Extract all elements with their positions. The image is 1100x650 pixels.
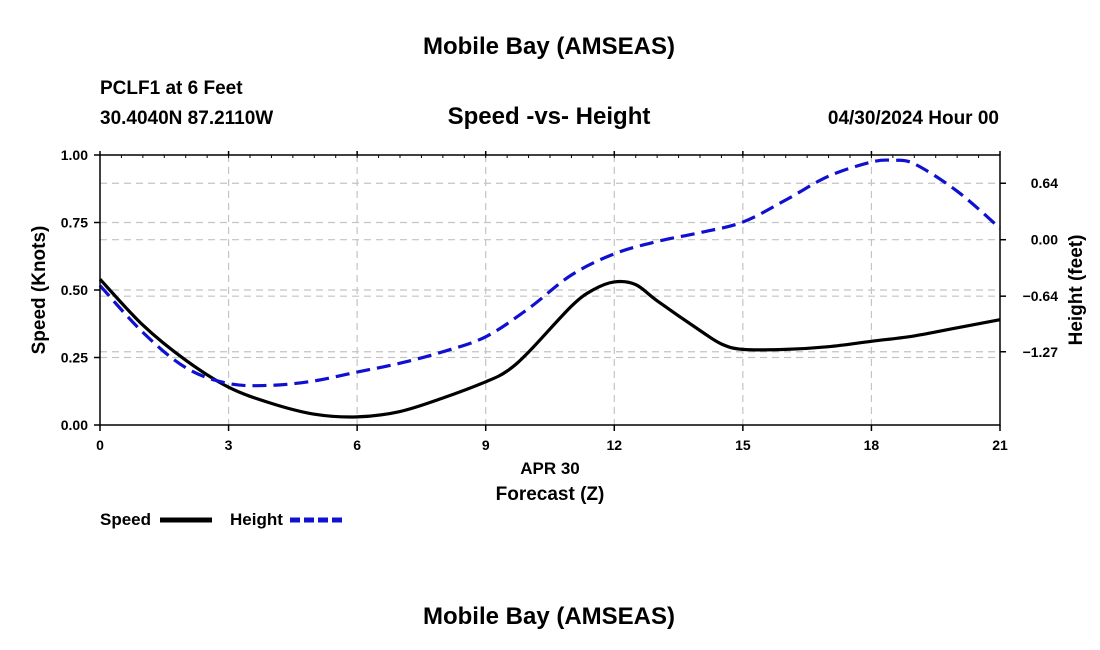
forecast-timestamp: 04/30/2024 Hour 00 xyxy=(828,108,999,129)
y-left-tick-label: 0.75 xyxy=(61,215,88,231)
location-label: 30.4040N 87.2110W xyxy=(100,108,273,129)
series-line-speed xyxy=(98,278,1001,419)
x-axis-date-label: APR 30 xyxy=(520,459,580,478)
legend-label-speed: Speed xyxy=(100,510,151,529)
footer-title: Mobile Bay (AMSEAS) xyxy=(423,603,675,630)
x-tick-label: 0 xyxy=(96,437,104,453)
chart-subtitle: Speed -vs- Height xyxy=(448,103,651,130)
x-tick-label: 18 xyxy=(864,437,880,453)
y-left-tick-label: 0.50 xyxy=(61,282,88,298)
series-layer xyxy=(98,158,1002,419)
x-tick-label: 12 xyxy=(606,437,622,453)
y-axis-right-label: Height (feet) xyxy=(1066,235,1087,346)
y-axis-left-label: Speed (Knots) xyxy=(29,226,50,355)
grid-lines xyxy=(100,155,1000,425)
x-tick-label: 15 xyxy=(735,437,751,453)
x-tick-label: 3 xyxy=(225,437,233,453)
x-tick-label: 21 xyxy=(992,437,1008,453)
series-line-height xyxy=(98,158,1002,388)
y-left-tick-label: 1.00 xyxy=(61,147,88,163)
y-right-tick-label: 0.64 xyxy=(1031,175,1058,191)
y-right-tick-label: −0.64 xyxy=(1023,288,1059,304)
y-right-tick-label: −1.27 xyxy=(1023,344,1059,360)
y-left-tick-label: 0.00 xyxy=(61,417,88,433)
chart-title: Mobile Bay (AMSEAS) xyxy=(423,33,675,60)
legend-label-height: Height xyxy=(230,510,283,529)
station-label: PCLF1 at 6 Feet xyxy=(100,78,243,99)
x-tick-label: 6 xyxy=(353,437,361,453)
legend: Speed Height xyxy=(100,510,342,529)
tick-marks xyxy=(94,151,1006,431)
y-right-tick-label: 0.00 xyxy=(1031,232,1058,248)
tick-labels: 0 3 6 9 12 15 18 21 0.00 0.25 0.50 0.75 1.00 −1.27 −0.… xyxy=(61,147,1058,453)
x-axis-label: Forecast (Z) xyxy=(496,484,605,505)
x-tick-label: 9 xyxy=(482,437,490,453)
y-left-tick-label: 0.25 xyxy=(61,350,88,366)
